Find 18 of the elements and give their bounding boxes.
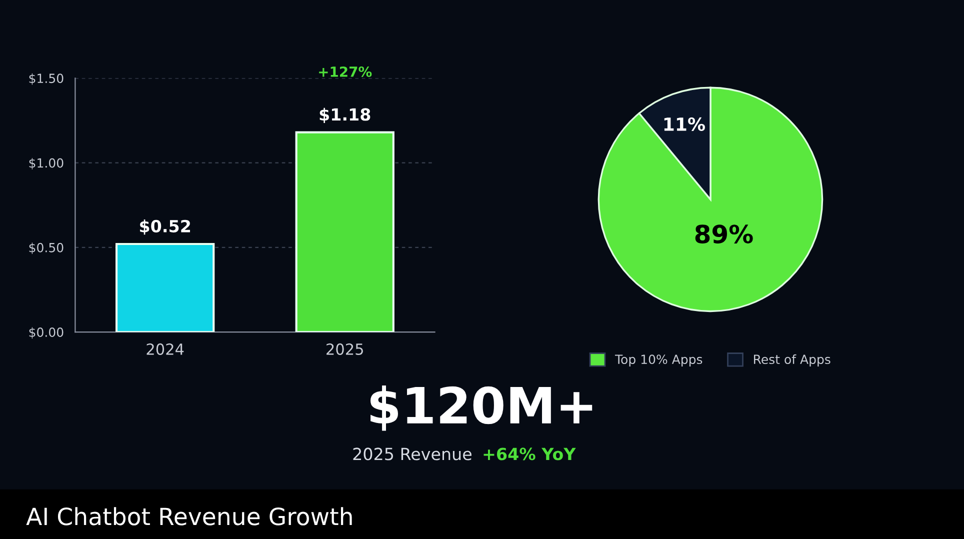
text: +127% (319, 66, 372, 77)
data-label: 11% (664, 117, 705, 132)
text: +64% YoY (484, 448, 576, 460)
text: AI Chatbot Revenue Growth (26, 507, 352, 526)
x-tick-label: 2024 (146, 343, 184, 355)
pie-slice (598, 86, 824, 312)
data-label: 89% (695, 224, 753, 244)
x-tick-label: 2025 (326, 343, 363, 355)
y-tick-label: $0.50 (29, 242, 64, 254)
text: 2025 Revenue (353, 448, 472, 460)
text: $120M+ (370, 385, 592, 431)
y-tick-label: $1.00 (29, 158, 64, 170)
y-tick-label: $0.00 (29, 327, 64, 339)
legend-label: Top 10% Apps (614, 354, 702, 366)
data-label: $1.18 (320, 108, 370, 123)
legend-label: Rest of Apps (754, 354, 830, 366)
y-tick-label: $1.50 (29, 73, 64, 85)
data-label: $0.52 (140, 220, 190, 235)
